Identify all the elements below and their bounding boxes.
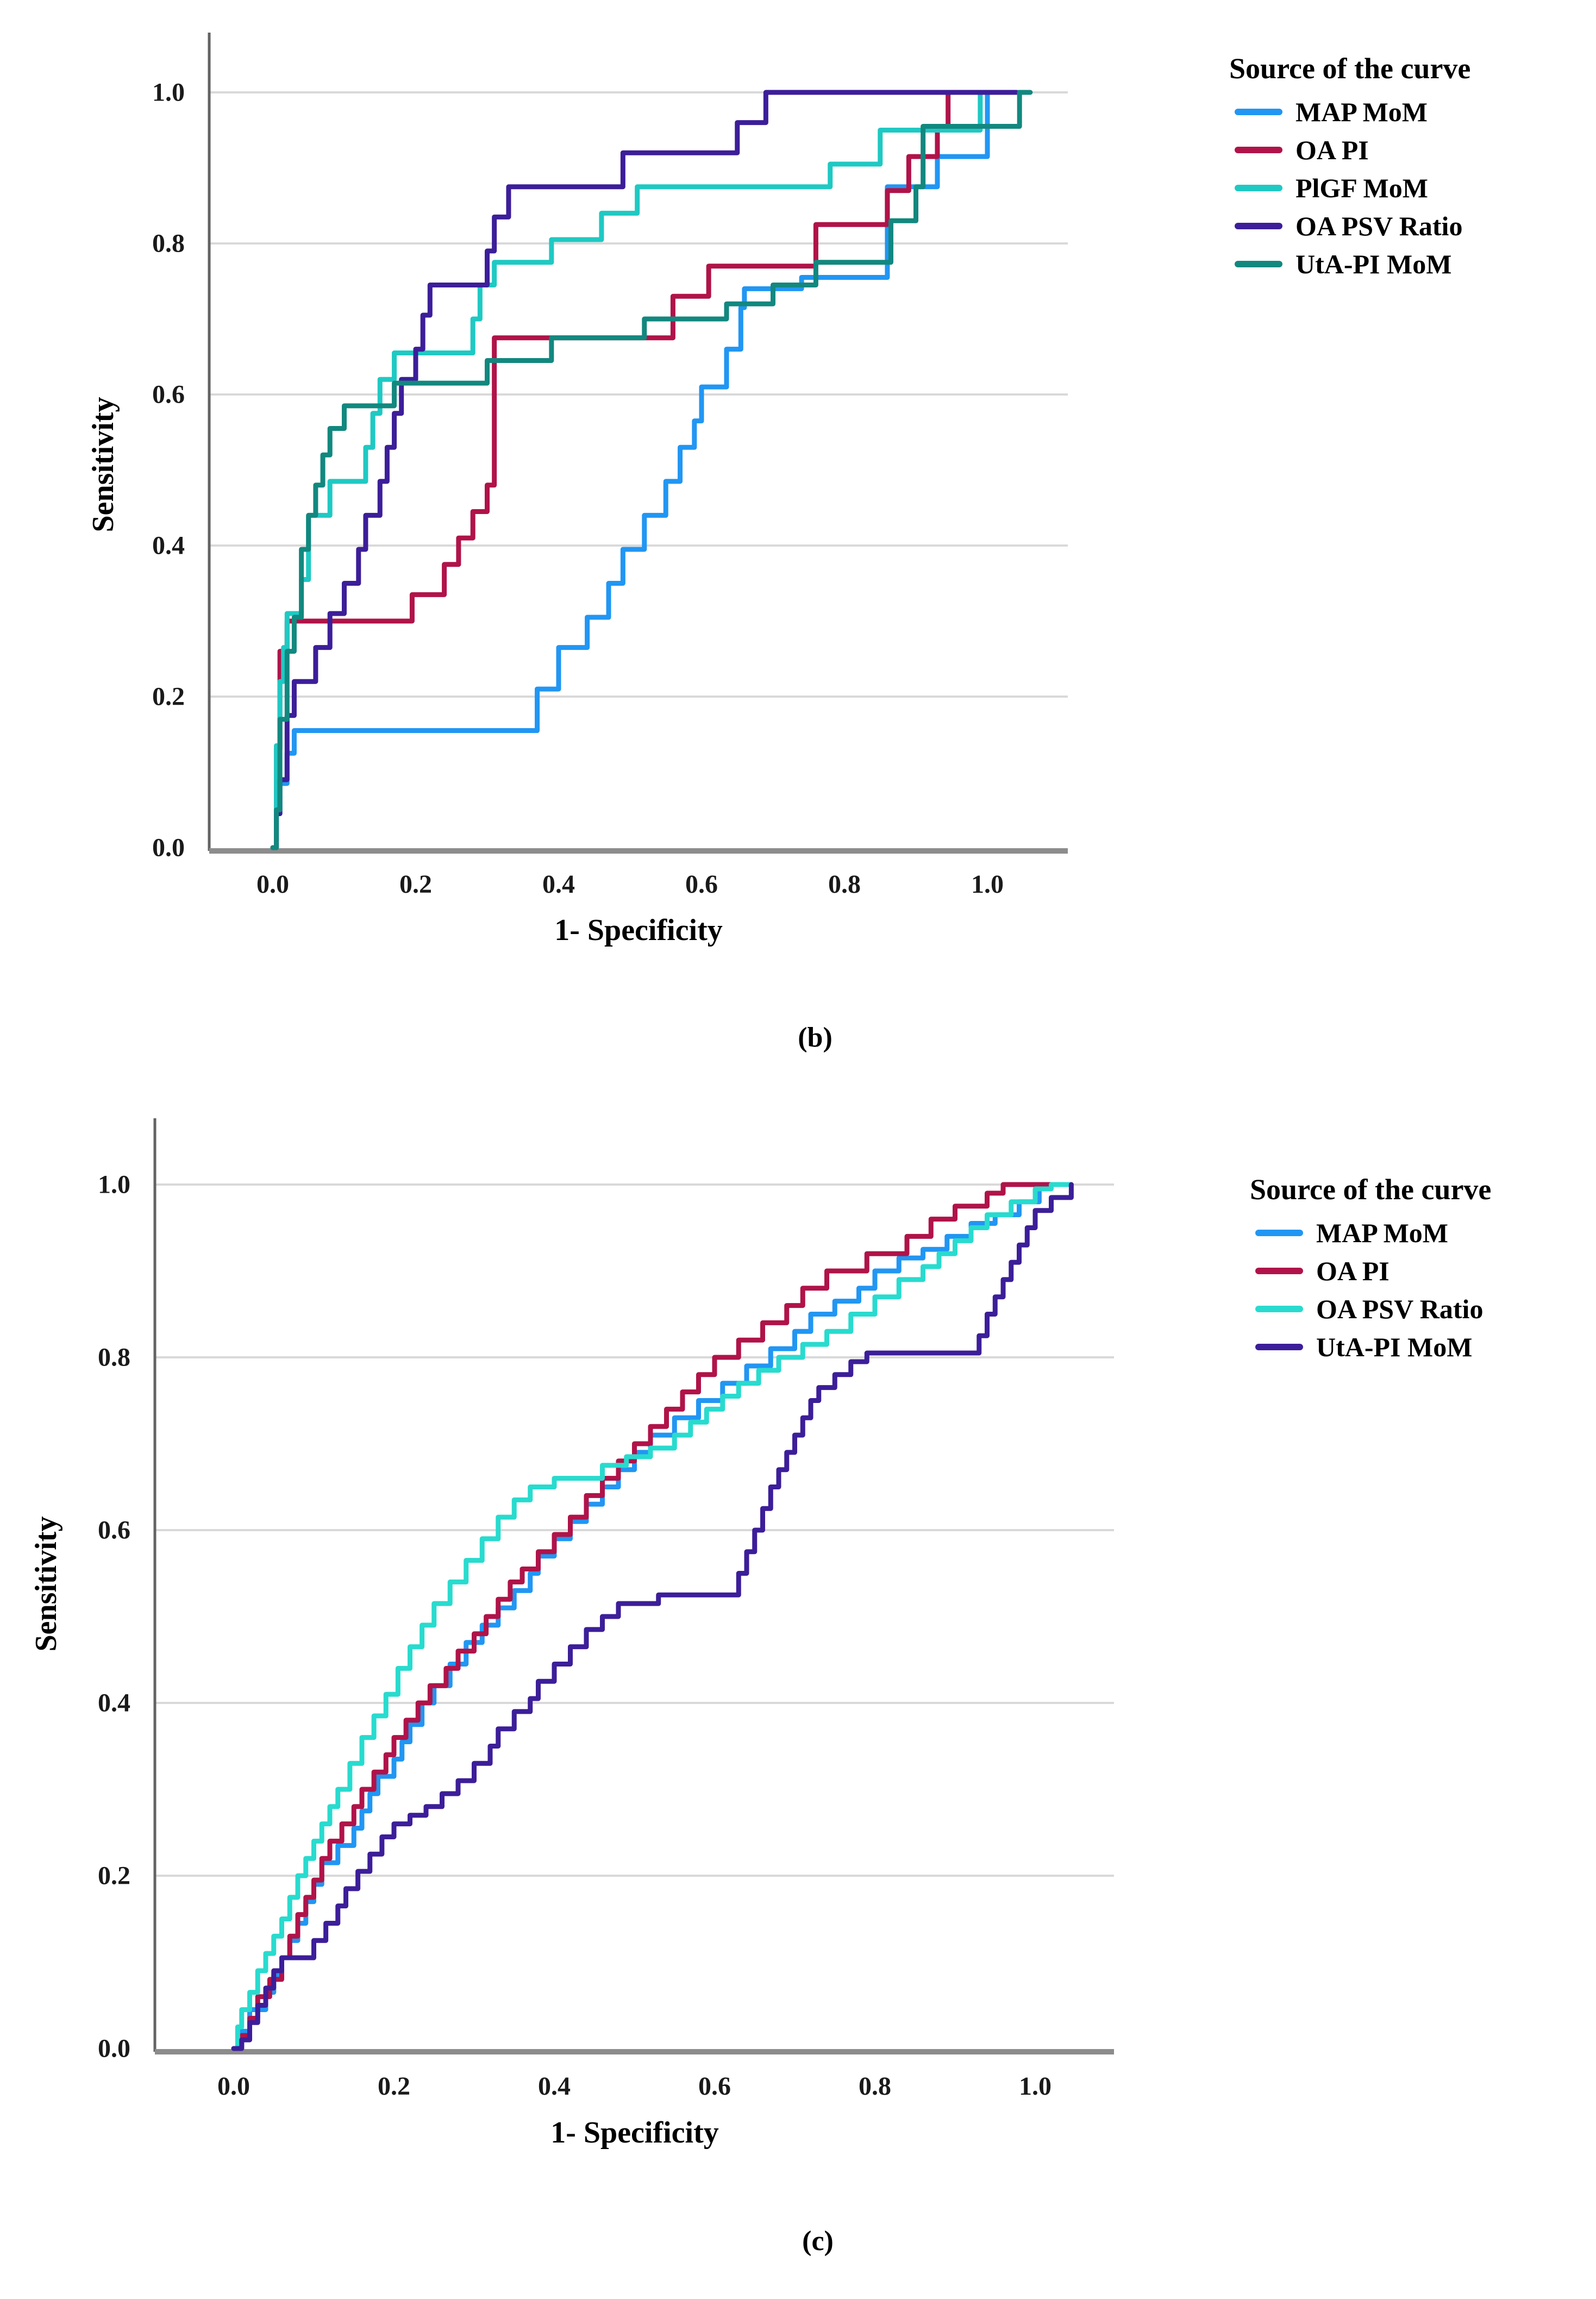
caption-panel-b: (b)	[798, 1022, 833, 1053]
x-axis-label-panel-b: 1- Specificity	[554, 913, 723, 947]
legend-swatch	[1255, 1268, 1303, 1274]
y-tick-label: 0.4	[98, 1688, 130, 1718]
y-tick-label: 0.4	[152, 531, 185, 560]
legend-item-uta-pi-mom: UtA-PI MoM	[1229, 245, 1470, 283]
roc-curve-oa-pi	[270, 90, 1019, 850]
legend-item-plgf-mom: PlGF MoM	[1229, 169, 1470, 207]
x-axis-label-panel-c: 1- Specificity	[550, 2116, 719, 2150]
y-axis-label-panel-c: Sensitivity	[29, 1516, 63, 1652]
x-tick-label: 0.0	[217, 2072, 250, 2101]
legend-swatch	[1235, 109, 1282, 115]
legend-title-panel-b: Source of the curve	[1229, 52, 1471, 85]
legend-panel-b: Source of the curve MAP MoM OA PI PlGF MoM…	[1229, 52, 1470, 283]
y-tick-label: 0.0	[152, 833, 185, 862]
y-tick-label: 1.0	[98, 1170, 130, 1199]
x-tick-label: 0.6	[685, 870, 718, 899]
legend-item-uta-pi-mom: UtA-PI MoM	[1250, 1328, 1491, 1366]
legend-title-panel-c: Source of the curve	[1250, 1173, 1492, 1206]
legend-swatch	[1235, 147, 1282, 153]
roc-curve-oa-psv-ratio	[270, 90, 1019, 850]
x-tick-label: 0.2	[399, 870, 432, 899]
legend-label: OA PI	[1295, 135, 1369, 165]
legend-label: OA PSV Ratio	[1316, 1294, 1484, 1324]
legend-panel-c: Source of the curve MAP MoM OA PI OA PSV R…	[1250, 1173, 1491, 1366]
legend-item-map-mom: MAP MoM	[1229, 93, 1470, 131]
roc-curve-uta-pi-mom	[231, 1182, 1074, 2051]
legend-label: OA PI	[1316, 1256, 1390, 1286]
legend-swatch	[1235, 223, 1282, 229]
roc-curve-plgf-mom	[270, 90, 1004, 850]
legend-swatch	[1255, 1306, 1303, 1312]
y-tick-label: 0.8	[98, 1343, 130, 1372]
x-tick-label: 0.6	[698, 2072, 731, 2101]
legend-swatch	[1255, 1344, 1303, 1350]
y-tick-label: 0.0	[98, 2034, 130, 2063]
legend-label: UtA-PI MoM	[1316, 1332, 1473, 1362]
y-axis-label-panel-b: Sensitivity	[86, 397, 120, 533]
legend-swatch	[1255, 1230, 1303, 1236]
x-tick-label: 1.0	[1019, 2072, 1052, 2101]
legend-label: PlGF MoM	[1295, 173, 1428, 203]
x-tick-label: 0.8	[859, 2072, 891, 2101]
x-tick-label: 0.4	[542, 870, 575, 899]
x-tick-label: 0.8	[828, 870, 861, 899]
roc-curve-map-mom	[231, 1182, 1074, 2051]
caption-panel-c: (c)	[802, 2226, 834, 2257]
legend-label: MAP MoM	[1295, 97, 1428, 127]
x-tick-label: 0.2	[378, 2072, 410, 2101]
legend-swatch	[1235, 185, 1282, 191]
legend-label: OA PSV Ratio	[1295, 211, 1463, 241]
legend-items-panel-c: MAP MoM OA PI OA PSV Ratio UtA-PI MoM	[1250, 1214, 1491, 1366]
legend-swatch	[1235, 261, 1282, 267]
y-tick-label: 0.8	[152, 229, 185, 258]
legend-item-oa-pi: OA PI	[1250, 1252, 1491, 1290]
y-tick-label: 0.2	[152, 682, 185, 711]
legend-item-oa-psv-ratio: OA PSV Ratio	[1229, 207, 1470, 245]
legend-label: UtA-PI MoM	[1295, 249, 1452, 279]
legend-item-map-mom: MAP MoM	[1250, 1214, 1491, 1252]
y-tick-label: 0.6	[152, 380, 185, 409]
roc-curve-oa-psv-ratio	[231, 1182, 1074, 2051]
y-tick-label: 0.2	[98, 1861, 130, 1890]
roc-curve-oa-pi	[231, 1182, 1070, 2051]
roc-curve-map-mom	[270, 90, 1022, 850]
x-tick-label: 1.0	[971, 870, 1004, 899]
legend-items-panel-b: MAP MoM OA PI PlGF MoM OA PSV Ratio UtA-PI M…	[1229, 93, 1470, 283]
y-tick-label: 0.6	[98, 1515, 130, 1545]
legend-label: MAP MoM	[1316, 1218, 1448, 1248]
x-tick-label: 0.4	[538, 2072, 571, 2101]
roc-curve-uta-pi-mom	[270, 90, 1033, 850]
legend-item-oa-psv-ratio: OA PSV Ratio	[1250, 1290, 1491, 1328]
x-tick-label: 0.0	[256, 870, 289, 899]
y-tick-label: 1.0	[152, 78, 185, 107]
legend-item-oa-pi: OA PI	[1229, 131, 1470, 169]
